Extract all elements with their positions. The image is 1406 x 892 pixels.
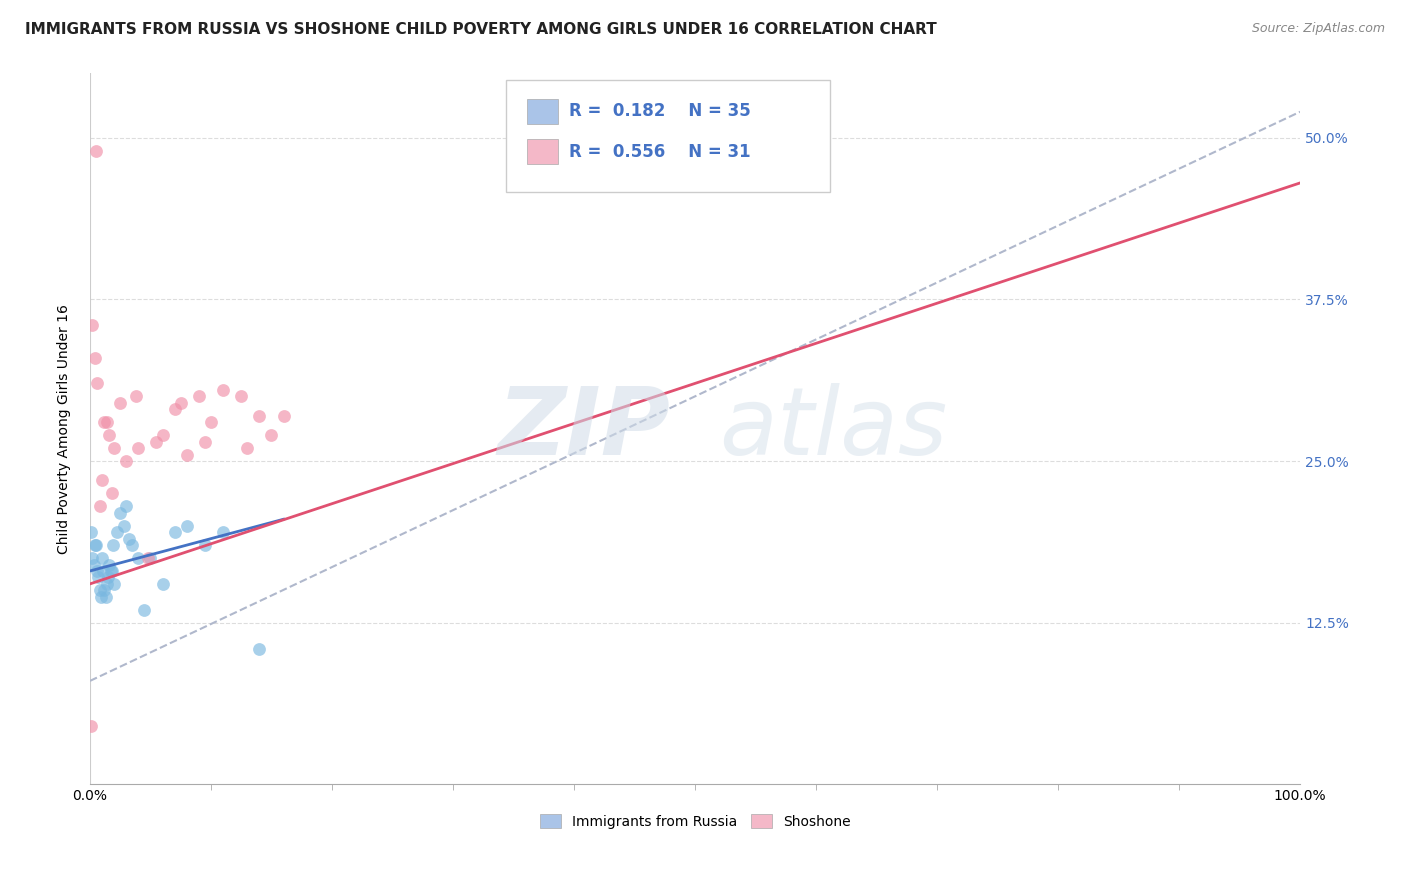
Point [273, 409, 295, 423]
Point [103, 577, 125, 591]
Text: IMMIGRANTS FROM RUSSIA VS SHOSHONE CHILD POVERTY AMONG GIRLS UNDER 16 CORRELATIO: IMMIGRANTS FROM RUSSIA VS SHOSHONE CHILD… [25, 22, 936, 37]
Text: ZIP: ZIP [498, 383, 671, 475]
Point [121, 538, 143, 552]
Point [96, 415, 118, 429]
Point [84, 538, 107, 552]
Point [170, 396, 193, 410]
Point [91, 474, 114, 488]
Y-axis label: Child Poverty Among Girls Under 16: Child Poverty Among Girls Under 16 [58, 304, 72, 554]
Point [112, 518, 135, 533]
Point [108, 396, 131, 410]
Point [127, 441, 149, 455]
Point [97, 570, 120, 584]
Point [100, 486, 122, 500]
Point [82, 551, 104, 566]
Point [115, 500, 138, 514]
Point [247, 641, 270, 656]
Point [89, 500, 111, 514]
Point [115, 454, 138, 468]
Point [83, 538, 105, 552]
Point [101, 538, 124, 552]
Point [260, 428, 283, 442]
Point [91, 564, 114, 578]
Point [236, 441, 259, 455]
Point [108, 506, 131, 520]
Point [91, 551, 114, 566]
Point [231, 389, 253, 403]
Point [163, 402, 186, 417]
Point [98, 428, 121, 442]
Point [89, 583, 111, 598]
Point [136, 551, 159, 566]
Point [90, 590, 112, 604]
Point [145, 434, 167, 449]
Point [100, 564, 122, 578]
Point [163, 525, 186, 540]
Point [212, 383, 235, 397]
Point [98, 558, 121, 572]
Point [118, 532, 141, 546]
Point [103, 441, 125, 455]
Point [84, 144, 107, 158]
Point [176, 518, 198, 533]
Text: R =  0.182    N = 35: R = 0.182 N = 35 [569, 103, 751, 120]
Point [96, 577, 118, 591]
Point [93, 415, 115, 429]
Point [194, 434, 217, 449]
Point [125, 389, 148, 403]
Point [105, 525, 128, 540]
Point [134, 603, 156, 617]
Point [212, 525, 235, 540]
Point [152, 577, 174, 591]
Point [127, 551, 149, 566]
Point [87, 570, 110, 584]
Point [80, 525, 103, 540]
Point [86, 564, 108, 578]
Point [194, 538, 217, 552]
Text: R =  0.556    N = 31: R = 0.556 N = 31 [569, 143, 751, 161]
Point [200, 415, 222, 429]
Point [100, 564, 122, 578]
Point [83, 558, 105, 572]
Point [152, 428, 174, 442]
Point [187, 389, 209, 403]
Point [82, 318, 104, 333]
Point [83, 351, 105, 365]
Text: Source: ZipAtlas.com: Source: ZipAtlas.com [1251, 22, 1385, 36]
Point [247, 409, 270, 423]
Point [93, 583, 115, 598]
Point [139, 551, 162, 566]
Legend: Immigrants from Russia, Shoshone: Immigrants from Russia, Shoshone [534, 808, 856, 834]
Point [94, 590, 117, 604]
Point [80, 719, 103, 733]
Point [86, 376, 108, 391]
Text: atlas: atlas [720, 384, 948, 475]
Point [176, 448, 198, 462]
